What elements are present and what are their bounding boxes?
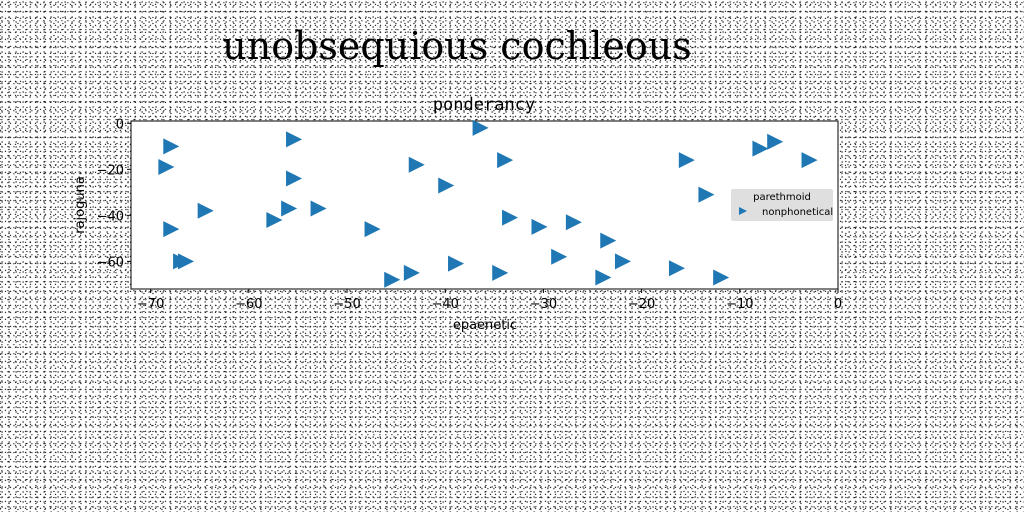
legend-marker (739, 207, 747, 215)
plot-frame (130, 120, 839, 290)
x-tick-label: −10 (726, 297, 753, 312)
data-point-marker (384, 271, 401, 288)
data-point-marker (668, 260, 685, 277)
data-point-marker (163, 221, 180, 238)
y-axis-ticks: 0 −20 −40 −60 (97, 117, 131, 270)
data-point-marker (310, 200, 327, 217)
y-tick-label: −60 (97, 255, 124, 270)
legend-title: parethmoid (753, 192, 811, 203)
data-point-marker (448, 255, 465, 272)
data-point-marker (266, 211, 283, 228)
data-point-marker (178, 253, 195, 270)
data-point-marker (492, 264, 509, 281)
data-point-marker (403, 264, 420, 281)
data-point-marker (551, 248, 568, 265)
data-point-marker (595, 269, 612, 286)
data-point-marker (286, 131, 303, 148)
data-point-marker (197, 202, 214, 219)
x-tick-label: −60 (235, 297, 262, 312)
x-tick-label: −30 (530, 297, 557, 312)
data-point-marker (565, 214, 582, 231)
data-point-marker (502, 209, 519, 226)
data-point-marker (158, 159, 175, 176)
x-axis-ticks: −70 −60 −50 −40 −30 −20 −10 0 (137, 289, 842, 312)
data-point-marker (752, 140, 769, 157)
x-tick-label: 0 (834, 297, 842, 312)
x-axis-label: epaenetic (453, 318, 517, 333)
y-axis-label: rajoguna (73, 176, 88, 234)
data-point-marker (438, 177, 455, 194)
data-point-marker (286, 170, 303, 187)
y-tick-label: −40 (97, 209, 124, 224)
x-tick-label: −50 (333, 297, 360, 312)
data-point-marker (801, 152, 818, 169)
y-tick-label: 0 (116, 117, 124, 132)
data-point-marker (497, 152, 514, 169)
data-point-marker (472, 119, 489, 136)
page-title: unobsequious cochleous (222, 24, 692, 68)
data-point-marker (531, 218, 548, 235)
x-tick-label: −70 (137, 297, 164, 312)
y-tick-label: −20 (97, 163, 124, 178)
chart-title: ponderancy (433, 95, 535, 115)
data-point-marker (281, 200, 298, 217)
data-point-marker (698, 186, 715, 203)
data-point-marker (678, 152, 695, 169)
legend: parethmoid nonphonetical (731, 189, 833, 221)
legend-entry-nonphonetical: nonphonetical (762, 207, 833, 218)
data-point-marker (713, 269, 730, 286)
data-point-marker (163, 138, 180, 155)
x-tick-label: −20 (628, 297, 655, 312)
legend-box (731, 189, 833, 221)
x-tick-label: −40 (432, 297, 459, 312)
data-point-marker (767, 133, 784, 150)
data-markers (158, 119, 818, 288)
data-point-marker (364, 221, 381, 238)
data-point-marker (408, 156, 425, 173)
data-point-marker (600, 232, 617, 249)
data-point-marker (614, 253, 631, 270)
